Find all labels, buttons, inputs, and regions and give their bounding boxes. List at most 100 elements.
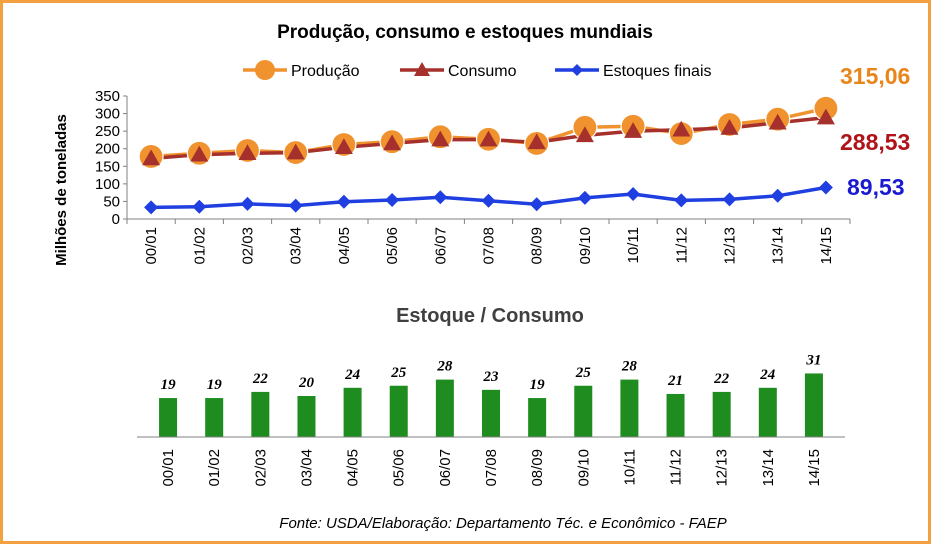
- data-point: [818, 180, 833, 195]
- x-tick-label: 02/03: [252, 449, 269, 487]
- bar-chart-title: Estoque / Consumo: [396, 305, 584, 327]
- bar-value-label: 28: [436, 359, 453, 375]
- y-axis-label: Milhões de toneladas: [53, 114, 70, 266]
- bar: [620, 379, 639, 437]
- bar: [297, 396, 316, 437]
- data-point: [481, 193, 496, 208]
- data-point: [770, 188, 785, 203]
- x-tick-label: 11/12: [668, 449, 685, 485]
- x-tick-label: 14/15: [818, 227, 835, 265]
- x-tick-label: 07/08: [481, 227, 498, 265]
- x-tick-label: 09/10: [577, 227, 594, 265]
- bar-value-label: 21: [667, 373, 683, 389]
- x-axis-bottom: 00/01 01/02 02/03 03/04 04/05 05/06 06/07 07/08…: [137, 436, 845, 487]
- y-tick-label: 350: [95, 88, 120, 105]
- x-axis-top: 00/01 01/02 02/03 03/04 04/05 05/06 06/07 07/08…: [126, 218, 851, 265]
- y-tick-label: 250: [95, 123, 120, 140]
- y-tick-label: 200: [95, 141, 120, 158]
- bar-value-label: 25: [575, 365, 592, 381]
- end-value-label: 89,53: [847, 174, 905, 200]
- data-point: [142, 149, 161, 166]
- data-point: [431, 130, 450, 147]
- x-tick-label: 00/01: [160, 449, 177, 487]
- x-tick-label: 05/06: [391, 449, 408, 487]
- x-tick-label: 09/10: [575, 449, 592, 487]
- x-tick-label: 00/01: [143, 227, 160, 265]
- x-tick-label: 03/04: [288, 227, 305, 265]
- bar-value-label: 19: [161, 377, 177, 393]
- end-value-label: 288,53: [840, 129, 910, 155]
- data-point: [529, 197, 544, 212]
- y-tick-label: 300: [95, 106, 120, 123]
- end-value-label: 315,06: [840, 63, 910, 89]
- x-tick-label: 04/05: [336, 227, 353, 265]
- y-tick-label: 0: [112, 211, 120, 228]
- data-point: [768, 113, 787, 130]
- data-point: [334, 138, 353, 155]
- bar: [758, 387, 777, 437]
- data-point: [527, 133, 546, 150]
- bar-value-label: 20: [298, 375, 315, 391]
- data-point: [286, 143, 305, 160]
- x-tick-label: 06/07: [437, 449, 454, 487]
- bar: [389, 385, 408, 437]
- data-point: [238, 144, 257, 161]
- legend-marker: [571, 64, 583, 76]
- x-tick-label: 08/09: [529, 449, 546, 487]
- bar-value-label: 22: [713, 371, 730, 387]
- legend-marker: [414, 62, 430, 76]
- data-point: [240, 196, 255, 211]
- bar: [528, 398, 547, 437]
- x-tick-label: 14/15: [806, 449, 823, 487]
- data-point: [383, 134, 402, 151]
- data-point: [192, 199, 207, 214]
- data-point: [624, 122, 643, 138]
- x-tick-label: 10/11: [621, 449, 638, 485]
- data-point: [626, 187, 641, 202]
- legend-label: Estoques finais: [603, 63, 712, 80]
- source-note: Fonte: USDA/Elaboração: Departamento Téc…: [279, 515, 726, 532]
- x-tick-label: 07/08: [483, 449, 500, 487]
- x-tick-label: 04/05: [345, 449, 362, 487]
- data-point: [577, 190, 592, 205]
- data-point: [288, 198, 303, 213]
- x-tick-label: 11/12: [673, 227, 690, 263]
- legend-label: Consumo: [448, 63, 517, 80]
- bar-series: 19 19 22 20 24 25 28 23 19 25 28 21 22 24 31: [159, 352, 823, 437]
- data-point: [433, 190, 448, 205]
- bar-value-label: 24: [344, 367, 361, 383]
- data-point: [144, 200, 159, 215]
- bar: [251, 391, 270, 437]
- data-point: [190, 145, 209, 162]
- bar: [159, 398, 178, 437]
- series-markers: [142, 108, 835, 166]
- bar: [343, 387, 362, 437]
- x-tick-label: 12/13: [722, 227, 739, 265]
- bar-value-label: 22: [252, 371, 269, 387]
- x-tick-label: 13/14: [770, 227, 787, 265]
- bar-value-label: 28: [621, 359, 638, 375]
- line-chart-title: Produção, consumo e estoques mundiais: [277, 22, 653, 43]
- bar-value-label: 31: [805, 352, 821, 368]
- y-tick-label: 50: [103, 193, 120, 210]
- x-tick-label: 02/03: [240, 227, 257, 265]
- bar: [574, 385, 593, 437]
- x-tick-label: 06/07: [432, 227, 449, 265]
- x-tick-label: 03/04: [298, 449, 315, 487]
- data-point: [672, 120, 691, 137]
- bar: [666, 393, 685, 437]
- bar-value-label: 25: [390, 365, 407, 381]
- bar: [712, 391, 731, 437]
- x-tick-label: 13/14: [760, 449, 777, 487]
- data-point: [674, 193, 689, 208]
- x-tick-label: 12/13: [714, 449, 731, 487]
- bar-value-label: 19: [530, 377, 546, 393]
- y-tick-label: 100: [95, 176, 120, 193]
- data-point: [385, 193, 400, 208]
- legend-marker: [255, 60, 275, 80]
- bar-value-label: 24: [759, 367, 776, 383]
- data-point: [479, 130, 498, 147]
